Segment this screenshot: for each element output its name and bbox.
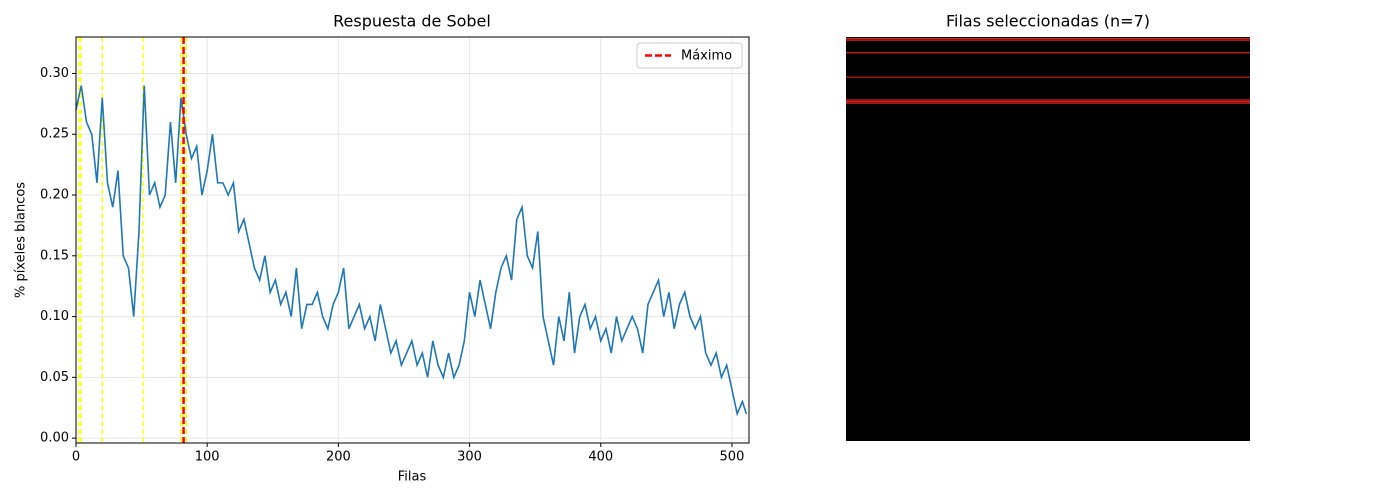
x-tick-label: 400 [588, 450, 613, 465]
frame [75, 36, 750, 444]
y-axis-label: % píxeles blancos [14, 182, 29, 298]
y-tick-label: 0.15 [40, 248, 69, 263]
y-tick-label: 0.05 [40, 370, 69, 385]
legend-label: Máximo [681, 49, 732, 64]
chart-title: Respuesta de Sobel [333, 12, 491, 31]
y-tick-label: 0.25 [40, 127, 69, 142]
x-tick-label: 500 [720, 450, 745, 465]
x-tick-label: 200 [326, 450, 351, 465]
x-tick-label: 100 [195, 450, 220, 465]
legend-box [636, 42, 743, 69]
x-tick-label: 300 [457, 450, 482, 465]
image-title: Filas seleccionadas (n=7) [946, 12, 1150, 31]
y-tick-label: 0.10 [40, 309, 69, 324]
line [75, 85, 748, 417]
edge-image [846, 37, 1250, 441]
y-tick-label: 0.20 [40, 188, 69, 203]
x-tick-label: 0 [72, 450, 80, 465]
x-axis-label: Filas [398, 470, 427, 485]
y-tick-label: 0.00 [40, 431, 69, 446]
y-tick-label: 0.30 [40, 66, 69, 81]
